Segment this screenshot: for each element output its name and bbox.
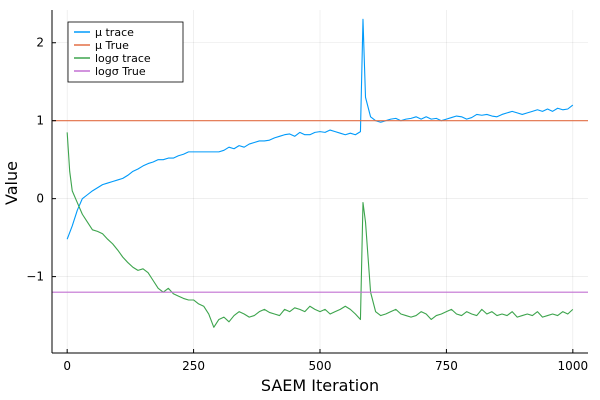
x-tick-label: 750 — [435, 359, 458, 373]
x-tick-label: 250 — [182, 359, 205, 373]
series-line-1 — [66, 18, 574, 240]
y-tick-label: 0 — [36, 192, 44, 206]
legend-entry-label: μ True — [95, 39, 129, 52]
x-tick-label: 0 — [63, 359, 71, 373]
legend-entry-label: logσ trace — [95, 52, 151, 65]
legend-entry-label: logσ True — [95, 65, 146, 78]
x-axis-label: SAEM Iteration — [261, 376, 379, 395]
tick-labels: 0 250 500 750 1000 −1 0 1 2 — [26, 36, 588, 373]
y-tick-label: 1 — [36, 114, 44, 128]
axes — [51, 10, 588, 354]
y-tick-label: 2 — [36, 36, 44, 50]
series-line-3 — [66, 132, 574, 328]
y-tick-label: −1 — [26, 270, 44, 284]
y-axis-label: Value — [2, 161, 21, 205]
series-layer — [52, 18, 588, 328]
x-tick-label: 500 — [309, 359, 332, 373]
legend-entry-label: μ trace — [95, 26, 134, 39]
x-tick-label: 1000 — [558, 359, 589, 373]
